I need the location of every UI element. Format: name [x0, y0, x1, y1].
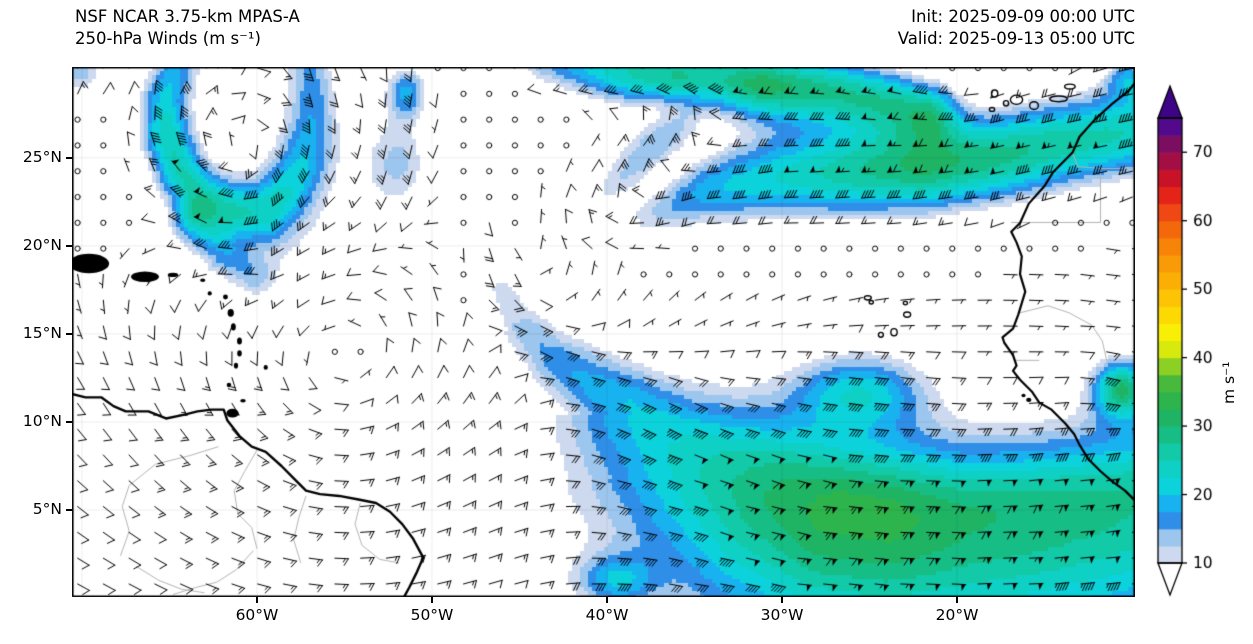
- lon-tick-mark: [256, 597, 258, 603]
- colorbar: [1148, 58, 1248, 618]
- title-block: NSF NCAR 3.75-km MPAS-A 250-hPa Winds (m…: [75, 6, 300, 50]
- title-field: 250-hPa Winds (m s⁻¹): [75, 29, 261, 48]
- lat-tick-label: 5°N: [32, 500, 62, 519]
- lat-tick-mark: [66, 333, 72, 335]
- lon-tick-label: 60°W: [235, 606, 279, 624]
- lat-tick-mark: [66, 245, 72, 247]
- lon-tick-mark: [431, 597, 433, 603]
- lon-tick-label: 50°W: [410, 606, 454, 624]
- lat-tick-label: 25°N: [22, 147, 62, 166]
- lat-tick-label: 20°N: [22, 235, 62, 254]
- lon-tick-label: 20°W: [935, 606, 979, 624]
- time-block: Init: 2025-09-09 00:00 UTC Valid: 2025-0…: [898, 6, 1135, 50]
- lon-tick-label: 40°W: [585, 606, 629, 624]
- lat-tick-label: 15°N: [22, 323, 62, 342]
- lat-tick-mark: [66, 421, 72, 423]
- colorbar-unit-label: m s⁻¹: [1220, 361, 1238, 405]
- map-panel: [72, 67, 1135, 597]
- lat-tick-mark: [66, 157, 72, 159]
- init-time: Init: 2025-09-09 00:00 UTC: [911, 7, 1135, 26]
- lon-tick-mark: [956, 597, 958, 603]
- valid-time: Valid: 2025-09-13 05:00 UTC: [897, 29, 1135, 48]
- lat-tick-mark: [66, 509, 72, 511]
- lat-tick-label: 10°N: [22, 411, 62, 430]
- lon-tick-label: 30°W: [760, 606, 804, 624]
- lon-tick-mark: [606, 597, 608, 603]
- lon-tick-mark: [781, 597, 783, 603]
- title-model: NSF NCAR 3.75-km MPAS-A: [75, 7, 300, 26]
- wind-map-canvas: [72, 67, 1135, 597]
